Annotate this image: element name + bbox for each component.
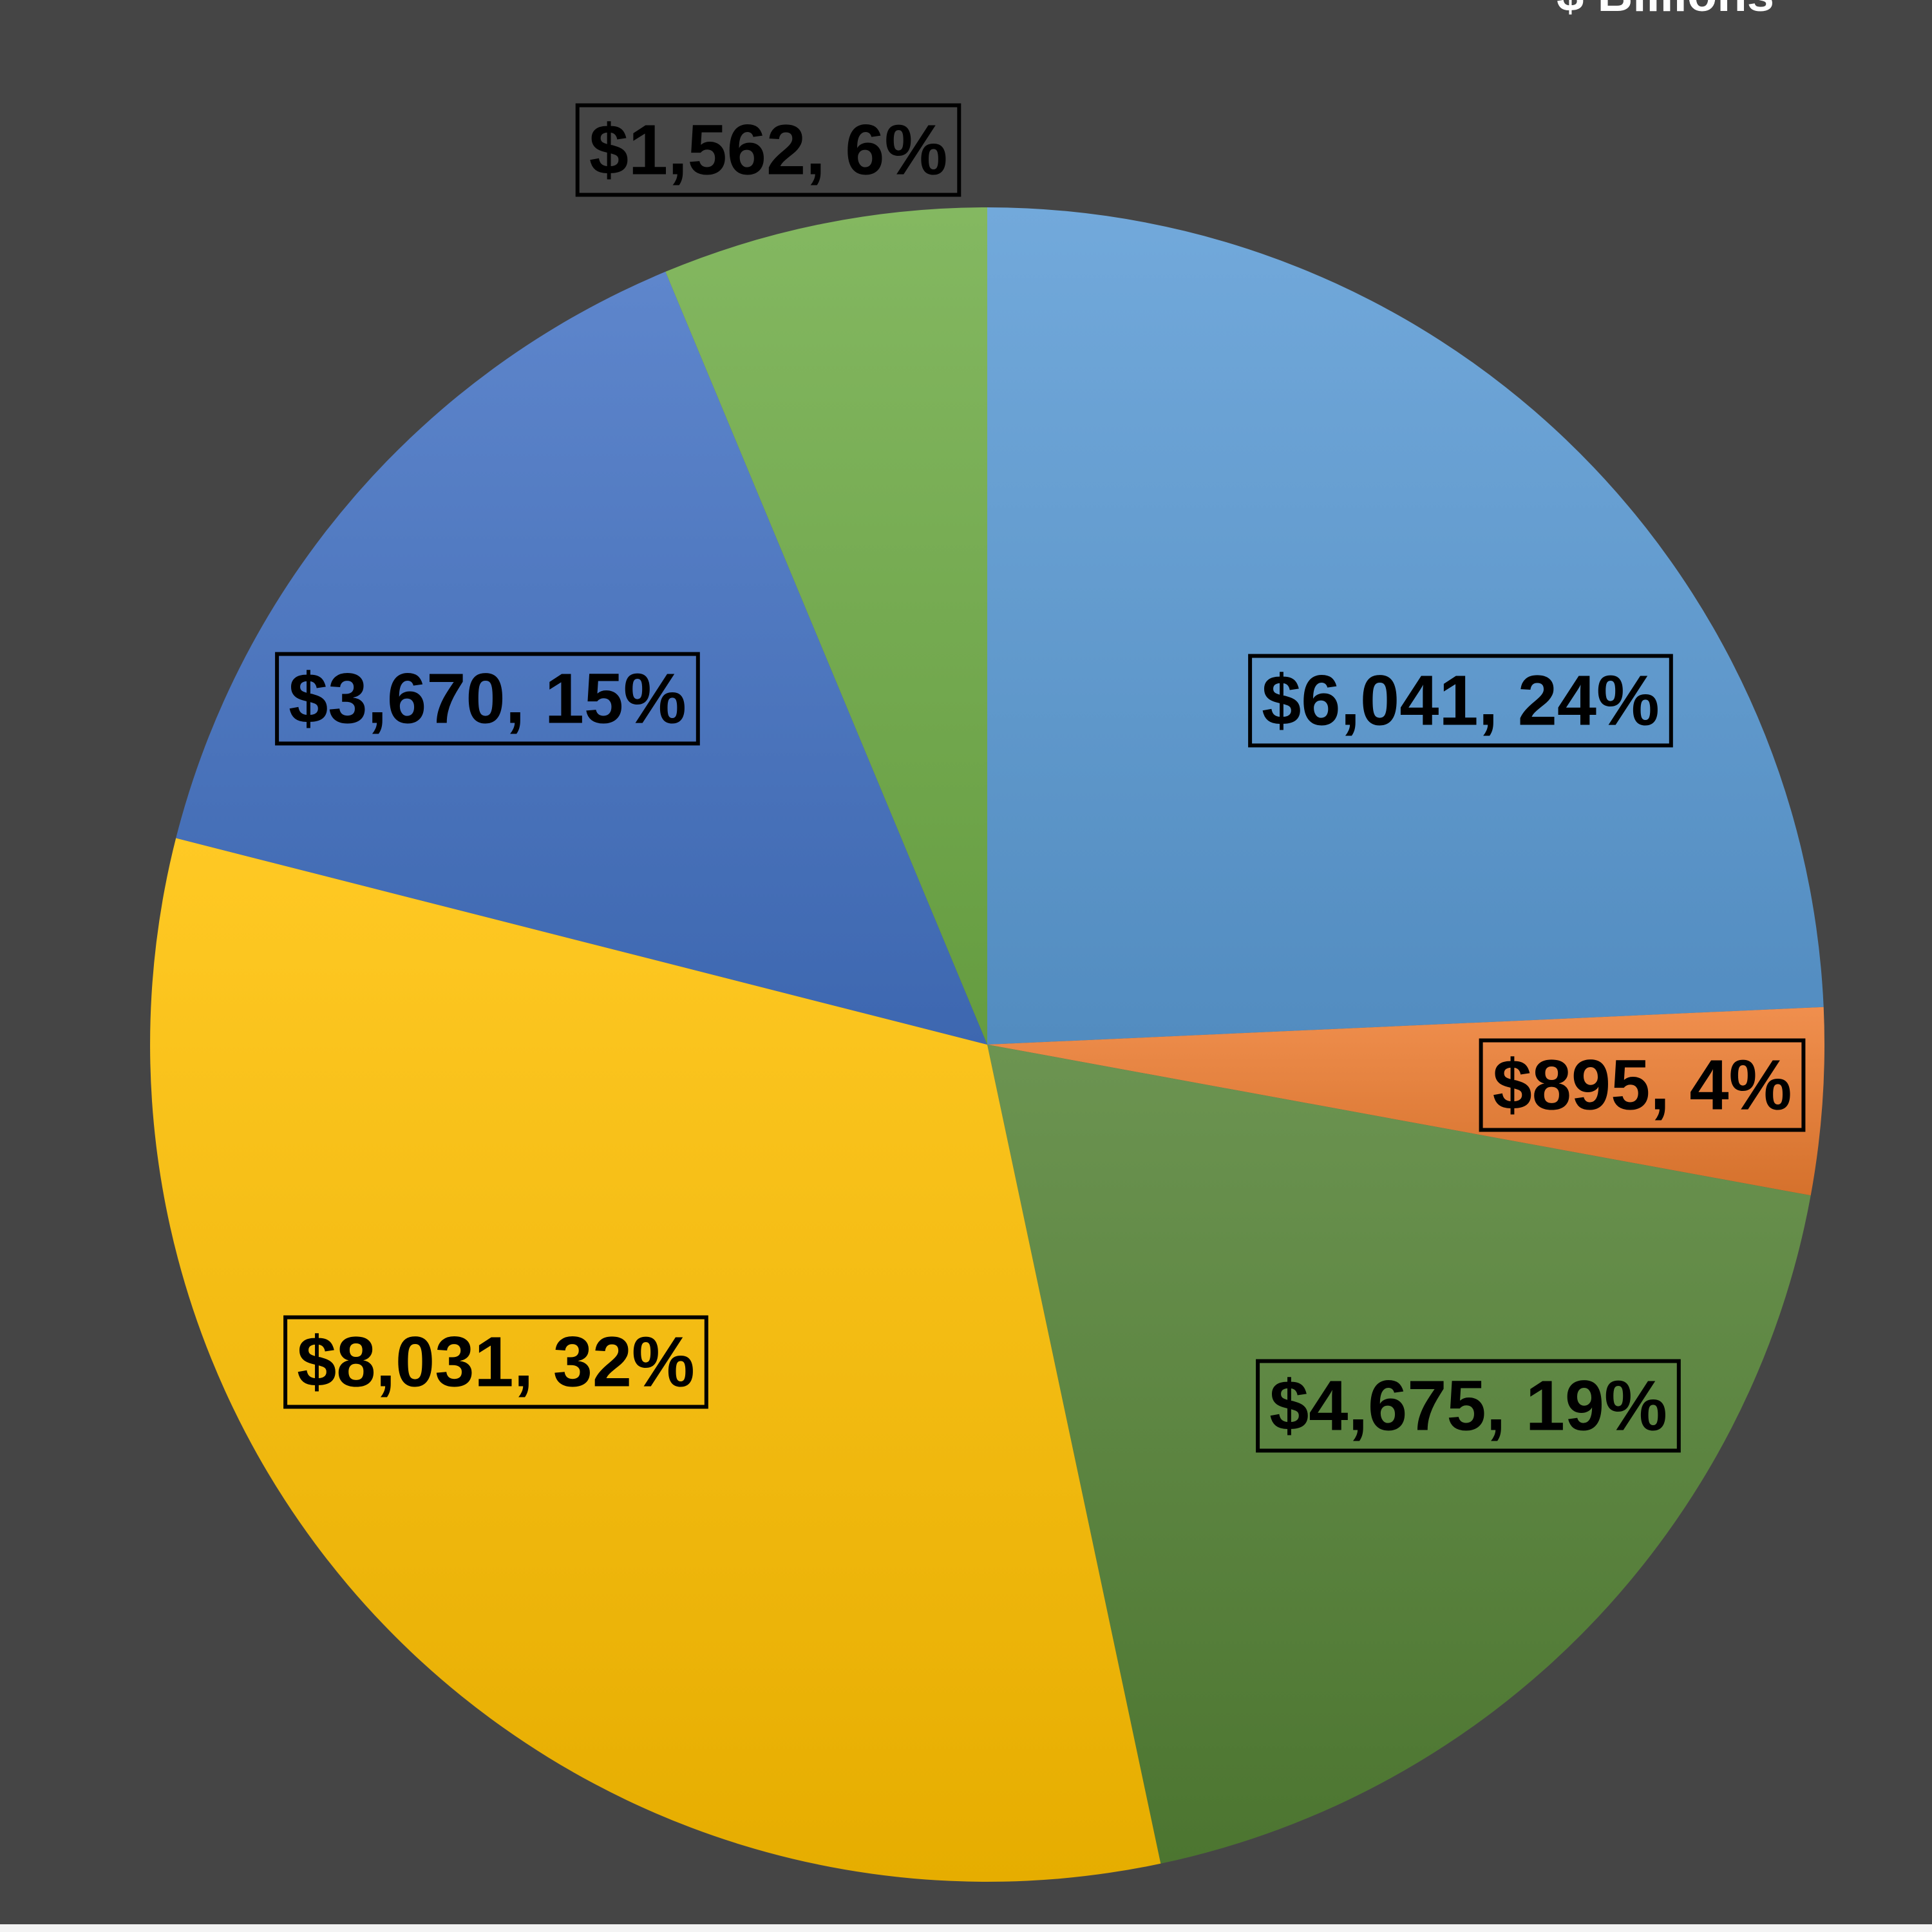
data-label-text: $895, 4% <box>1493 1046 1792 1125</box>
pie-slice-5 <box>176 271 988 1045</box>
data-label-box <box>283 1315 708 1409</box>
labels-layer: $6,041, 24% $895, 4% $4,675, 19% $8,031, 32… <box>275 103 1806 1453</box>
data-label-box <box>1479 1038 1806 1132</box>
data-label-box <box>275 652 700 746</box>
data-label-4: $8,031, 32% <box>283 1315 708 1409</box>
data-label-text: $1,562, 6% <box>589 111 948 190</box>
pie-slice-6 <box>665 207 987 1045</box>
bottom-border <box>0 1924 1932 1932</box>
data-label-3: $4,675, 19% <box>1256 1359 1681 1453</box>
data-label-6: $1,562, 6% <box>575 103 961 197</box>
data-label-box <box>1248 654 1673 748</box>
pie-slice-4 <box>150 838 1161 1882</box>
data-label-text: $6,041, 24% <box>1262 661 1660 741</box>
pie-slice-3 <box>987 1045 1811 1864</box>
data-label-text: $8,031, 32% <box>297 1323 695 1402</box>
pie-slice-1 <box>987 207 1824 1045</box>
chart-title: $ Billions <box>1557 0 1774 19</box>
data-label-5: $3,670, 15% <box>275 652 700 746</box>
data-label-text: $3,670, 15% <box>289 659 687 739</box>
pie-slice-2 <box>987 1007 1825 1196</box>
data-label-box <box>1256 1359 1681 1453</box>
data-label-2: $895, 4% <box>1479 1038 1806 1132</box>
data-label-box <box>575 103 961 197</box>
data-label-1: $6,041, 24% <box>1248 654 1673 748</box>
data-label-text: $4,675, 19% <box>1269 1367 1667 1446</box>
slices-layer <box>150 207 1825 1882</box>
